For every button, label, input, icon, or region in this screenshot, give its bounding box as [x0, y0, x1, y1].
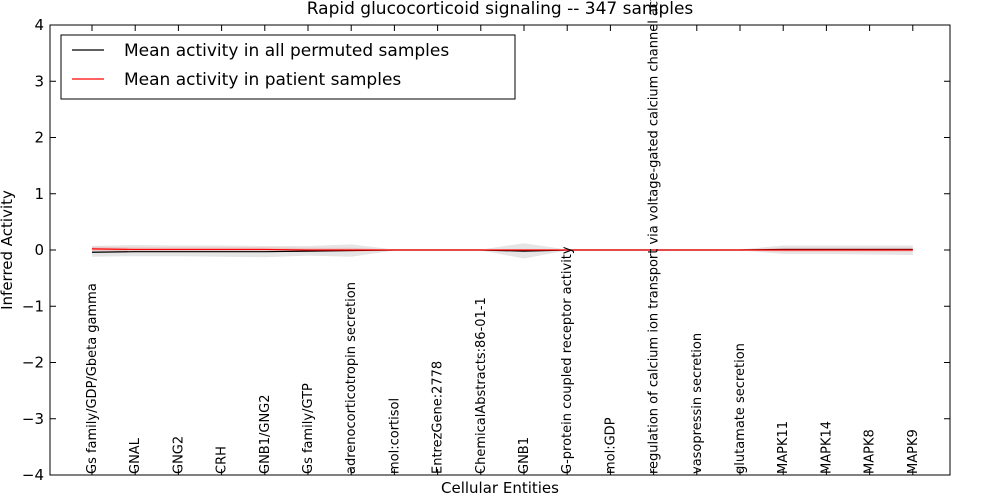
x-tick-label: MAPK11 — [776, 421, 791, 474]
y-tick-label: 2 — [34, 129, 44, 147]
plot-area: −4 −3 −2 −1 0 1 2 3 4 Gs family/GDP/Gbeta gamma GN… — [22, 0, 951, 484]
y-tick-label: 3 — [34, 72, 44, 90]
x-tick-label: mol:GDP — [603, 417, 618, 474]
x-tick-label: CRH — [215, 446, 230, 474]
x-tick-label: ChemicalAbstracts:86-01-1 — [474, 297, 489, 474]
series-2-line — [91, 248, 913, 251]
x-tick-label: GNB1 — [517, 437, 532, 474]
x-axis-label: Cellular Entities — [441, 479, 559, 497]
x-tick-label: GNB1/GNG2 — [258, 394, 273, 474]
y-axis-label: Inferred Activity — [0, 190, 16, 310]
y-tick-label: −4 — [22, 466, 44, 484]
x-tick-label: mol:cortisol — [387, 398, 402, 474]
x-tick-label: vasopressin secretion — [690, 333, 705, 474]
x-tick-label: MAPK14 — [819, 421, 834, 474]
legend-label-2: Mean activity in patient samples — [124, 70, 401, 90]
legend-box — [60, 34, 516, 100]
x-tick-label: adrenocorticotropin secretion — [344, 282, 359, 474]
x-tick-label: Gs family/GDP/Gbeta gamma — [85, 283, 100, 474]
y-tick-label: 0 — [34, 241, 44, 259]
y-tick-label: −3 — [22, 410, 44, 428]
x-tick-label: MAPK8 — [863, 429, 878, 474]
x-tick-label: regulation of calcium ion transport via … — [647, 0, 662, 474]
y-tick-label: 4 — [34, 16, 44, 34]
chart-title: Rapid glucocorticoid signaling -- 347 sa… — [307, 0, 694, 19]
x-tick-label: EntrezGene:2778 — [431, 361, 446, 474]
y-tick-label: −2 — [22, 354, 44, 372]
x-tick-label: MAPK9 — [906, 429, 921, 474]
y-tick-label: 1 — [34, 185, 44, 203]
x-tick-label: Gs family/GTP — [301, 383, 316, 474]
x-tick-label: GNAL — [128, 437, 143, 474]
x-tick-label: G-protein coupled receptor activity — [560, 246, 575, 474]
y-tick-label: −1 — [22, 297, 44, 315]
x-tick-label: glutamate secretion — [733, 343, 748, 474]
legend-label-1: Mean activity in all permuted samples — [124, 41, 449, 61]
x-tick-label: GNG2 — [171, 436, 186, 474]
